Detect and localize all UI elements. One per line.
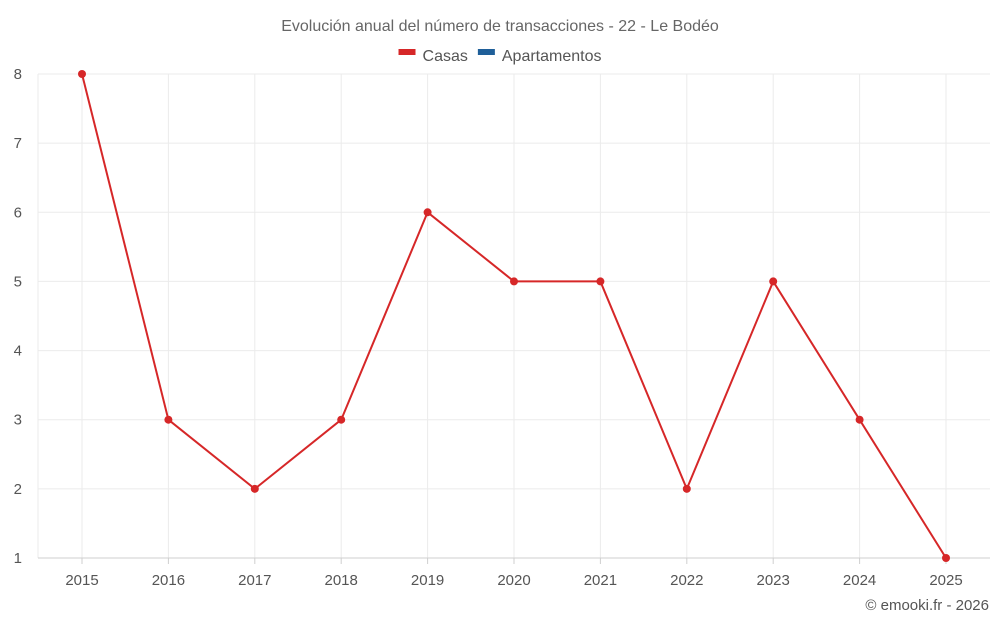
legend-label: Casas (423, 48, 468, 65)
data-point[interactable] (423, 208, 432, 217)
x-axis: 2015 2016 2017 2018 2019 2020 2021 2022 2023 2024… (38, 557, 990, 589)
data-point[interactable] (769, 277, 778, 286)
credit-text: © emooki.fr - 2026 (865, 597, 989, 614)
data-point[interactable] (855, 415, 864, 424)
legend-swatch (398, 49, 416, 55)
y-axis: 1 2 3 4 5 6 7 8 (14, 66, 22, 567)
y-tick-label: 1 (14, 550, 22, 567)
x-tick-label: 2015 (65, 572, 98, 589)
y-tick-label: 7 (14, 135, 22, 152)
y-tick-label: 8 (14, 66, 22, 83)
legend: Casas Apartamentos (398, 48, 602, 65)
x-tick-label: 2018 (325, 572, 358, 589)
data-point[interactable] (596, 277, 605, 286)
data-point[interactable] (78, 70, 86, 78)
x-tick-label: 2021 (584, 572, 617, 589)
x-tick-label: 2020 (497, 572, 530, 589)
x-tick-label: 2023 (757, 572, 790, 589)
y-tick-label: 2 (14, 481, 22, 498)
x-tick-label: 2025 (929, 572, 962, 589)
grid-lines (37, 73, 990, 558)
data-point[interactable] (250, 484, 259, 493)
series-layer (78, 70, 950, 562)
data-point[interactable] (942, 554, 950, 562)
x-tick-label: 2017 (238, 572, 271, 589)
x-tick-label: 2019 (411, 572, 444, 589)
x-tick-label: 2016 (152, 572, 185, 589)
x-tick-label: 2024 (843, 572, 876, 589)
y-tick-label: 6 (14, 204, 22, 221)
data-point[interactable] (337, 415, 346, 424)
chart-title: Evolución anual del número de transaccio… (281, 18, 719, 35)
data-point[interactable] (164, 415, 173, 424)
legend-item-casas[interactable]: Casas (398, 48, 468, 65)
y-tick-label: 5 (14, 273, 22, 290)
y-tick-label: 3 (14, 412, 22, 429)
x-tick-label: 2022 (670, 572, 703, 589)
legend-label: Apartamentos (502, 48, 602, 65)
data-point[interactable] (682, 484, 691, 493)
legend-item-apartamentos[interactable]: Apartamentos (477, 48, 602, 65)
legend-swatch (477, 49, 495, 55)
data-point[interactable] (510, 277, 518, 286)
y-tick-label: 4 (14, 343, 22, 360)
